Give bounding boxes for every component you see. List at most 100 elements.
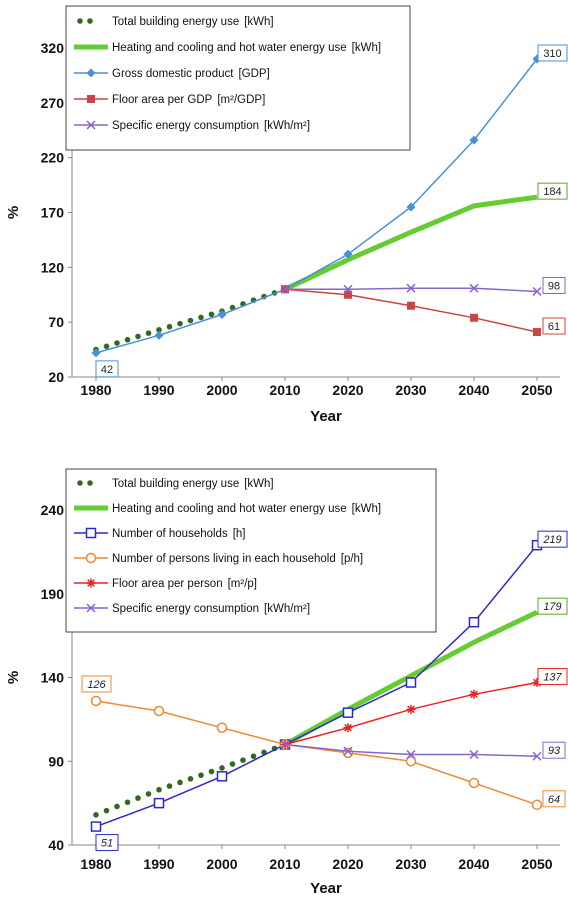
legend-label: Number of persons living in each househo… — [112, 553, 363, 565]
series-dot — [198, 772, 204, 779]
y-tick-label: 270 — [41, 95, 65, 111]
y-tick-label: 120 — [41, 259, 65, 275]
end-value-label: 61 — [542, 317, 566, 335]
data-point — [153, 797, 165, 809]
data-point — [406, 283, 416, 293]
data-point — [469, 135, 479, 145]
data-point — [469, 283, 479, 293]
series-dot — [229, 761, 236, 767]
value-label-text: 310 — [543, 48, 561, 60]
series-dot — [124, 799, 131, 806]
start-value-label: 51 — [95, 834, 119, 852]
series-dot — [240, 757, 246, 763]
legend-label: Gross domestic product [GDP] — [112, 68, 270, 80]
value-label-box — [537, 530, 568, 548]
data-point — [280, 739, 290, 750]
legend: Total building energy use [kWh] Heating an… — [65, 5, 411, 151]
data-point — [468, 777, 480, 789]
legend-label: Specific energy consumption [kWh/m²] — [112, 603, 310, 615]
data-point — [531, 799, 543, 811]
data-point — [85, 552, 97, 564]
legend-item-total: Total building energy use [kWh] — [77, 16, 274, 28]
y-tick-label: 170 — [41, 205, 65, 221]
y-tick-label: 190 — [41, 586, 65, 602]
x-tick-label: 1980 — [80, 382, 111, 398]
data-point — [406, 202, 416, 212]
value-label-box — [537, 182, 568, 200]
start-value-label: 126 — [81, 675, 112, 693]
value-label-text: 93 — [548, 745, 561, 757]
data-point — [469, 689, 479, 699]
x-axis-title: Year — [310, 408, 342, 425]
legend-label: Specific energy consumption [kWh/m²] — [112, 120, 310, 132]
series-spec: 98 — [280, 276, 566, 296]
x-tick-label: 1990 — [143, 856, 174, 872]
value-label-text: 126 — [87, 679, 106, 691]
start-value-label: 42 — [95, 360, 119, 378]
data-point — [533, 328, 541, 337]
data-point — [153, 705, 165, 717]
value-label-box — [95, 834, 119, 852]
x-tick-label: 2050 — [521, 382, 552, 398]
value-label-box — [537, 44, 568, 62]
data-point — [405, 677, 417, 688]
x-axis-title: Year — [310, 880, 342, 897]
x-tick-label: 2000 — [206, 382, 237, 398]
legend-item-spec: Specific energy consumption [kWh/m²] — [74, 603, 310, 615]
data-point — [280, 284, 290, 294]
legend-label: Floor area per person [m²/p] — [112, 578, 257, 590]
series-line — [284, 288, 538, 333]
value-label-text: 137 — [543, 672, 562, 684]
data-point — [87, 95, 95, 103]
legend-item-fap: Floor area per person [m²/p] — [74, 578, 257, 590]
series-dot — [198, 314, 204, 321]
series-dot — [145, 791, 152, 797]
data-point — [85, 527, 97, 539]
data-point — [343, 746, 353, 756]
data-point — [406, 750, 416, 760]
x-tick-label: 2010 — [269, 856, 300, 872]
data-point — [90, 821, 102, 832]
y-tick-label: 240 — [41, 502, 65, 518]
end-value-label: 64 — [542, 790, 566, 808]
data-point — [216, 771, 228, 782]
end-value-label: 310 — [537, 44, 568, 62]
legend-item-total: Total building energy use [kWh] — [77, 478, 274, 490]
legend-swatch — [77, 18, 83, 24]
legend: Total building energy use [kWh] Heating an… — [65, 468, 437, 633]
legend-item-heat: Heating and cooling and hot water energy… — [74, 42, 381, 54]
x-tick-label: 1990 — [143, 382, 174, 398]
legend-box — [65, 5, 411, 151]
series-line — [283, 194, 538, 292]
data-point — [343, 284, 353, 294]
value-label-text: 219 — [542, 534, 561, 546]
data-point — [405, 756, 417, 767]
value-label-box — [542, 317, 566, 335]
series-dot — [166, 323, 173, 330]
value-label-box — [542, 741, 566, 759]
end-value-label: 137 — [537, 668, 568, 686]
x-tick-label: 2020 — [332, 382, 363, 398]
x-tick-label: 2040 — [458, 856, 489, 872]
value-label-text: 51 — [101, 838, 113, 850]
legend-box — [65, 468, 437, 633]
data-point — [468, 616, 480, 628]
data-point — [469, 750, 479, 760]
value-label-text: 98 — [548, 280, 560, 292]
value-label-text: 184 — [543, 186, 561, 198]
legend-item-hh: Number of households [h] — [74, 527, 246, 540]
legend-item-heat: Heating and cooling and hot water energy… — [74, 503, 381, 515]
series-dot — [187, 776, 194, 782]
series-dot — [114, 803, 120, 810]
legend-swatch — [87, 480, 93, 486]
series-dot — [93, 812, 99, 818]
series-line — [95, 58, 538, 354]
data-point — [532, 286, 542, 296]
series-gdp: 310 42 — [91, 44, 568, 378]
data-point — [86, 120, 96, 130]
series-dot — [166, 783, 173, 789]
x-tick-label: 2030 — [395, 382, 426, 398]
data-point — [86, 578, 96, 588]
y-tick-label: 70 — [48, 314, 64, 330]
legend-swatch — [87, 18, 93, 24]
